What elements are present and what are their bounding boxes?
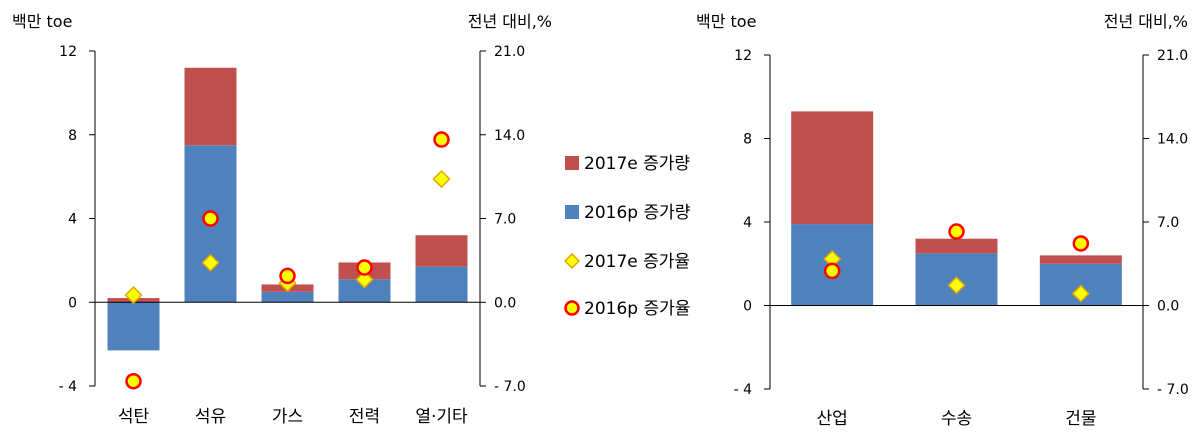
category-label: 가스 — [272, 407, 303, 427]
marker-2017e-rate-1 — [201, 253, 220, 272]
right-axis-unit: 전년 대비,% — [1104, 12, 1188, 31]
marker-2016p-rate-1 — [948, 223, 965, 240]
legend-swatch — [563, 252, 581, 270]
marker-2016p-rate-3 — [356, 259, 373, 276]
bar-2016p-0 — [107, 302, 160, 351]
bar-2017e-4 — [415, 235, 468, 267]
right-axis-tick-label: 21.0 — [494, 44, 525, 60]
marker-2017e-rate-2 — [1071, 284, 1090, 303]
left-axis-tick-label: 0 — [743, 299, 752, 315]
marker-2016p-rate-2 — [279, 267, 296, 285]
category-label: 석유 — [195, 407, 226, 427]
right-axis-tick-label: 0.0 — [1157, 299, 1179, 315]
legend: 2017e 증가량 2016p 증가량 2017e 증가율 2016p 증가율 — [563, 154, 691, 319]
left-axis-tick-label: - 4 — [734, 382, 753, 398]
marker-2016p-rate-0 — [125, 372, 142, 390]
left-axis-tick-label: 4 — [68, 212, 77, 228]
bar-2017e-1 — [915, 238, 998, 254]
bar-2017e-2 — [1039, 255, 1122, 264]
left-axis-tick-label: 8 — [68, 128, 77, 144]
right-axis-tick-label: - 7.0 — [494, 379, 526, 395]
right-axis-tick-label: 14.0 — [1157, 132, 1188, 148]
bar-2016p-4 — [415, 266, 468, 303]
marker-2016p-rate-2 — [1072, 235, 1090, 252]
right-axis-tick-label: 0.0 — [494, 295, 516, 311]
bar-2017e-0 — [791, 111, 874, 225]
bar-2016p-2 — [261, 291, 314, 303]
left-axis-tick-label: - 4 — [59, 379, 78, 395]
marker-2017e-rate-0 — [124, 286, 143, 305]
legend-swatch — [564, 300, 580, 316]
legend-label: 2017e 증가량 — [584, 154, 690, 174]
marker-2016p-rate-0 — [823, 262, 841, 280]
category-label: 전력 — [349, 407, 380, 427]
bar-2017e-1 — [184, 67, 237, 146]
legend-label: 2016p 증가량 — [584, 203, 691, 223]
category-label: 산업 — [817, 409, 848, 429]
right-axis-tick-label: - 7.0 — [1157, 382, 1189, 398]
category-label: 수송 — [941, 409, 972, 429]
legend-label: 2016p 증가율 — [584, 299, 690, 319]
category-label: 열·기타 — [415, 407, 468, 427]
chart-sector: 백만 toe 전년 대비,% - 4 0 4 8 12 - 7.0 0.0 7.0 14.0 21.0… — [696, 12, 1189, 429]
left-axis-unit: 백만 toe — [696, 12, 756, 31]
left-axis-tick-label: 12 — [734, 48, 752, 64]
left-axis-unit: 백만 toe — [12, 12, 72, 31]
category-label: 석탄 — [118, 407, 150, 427]
right-axis-unit: 전년 대비,% — [468, 12, 552, 31]
marker-2016p-rate-4 — [433, 131, 450, 148]
legend-label: 2017e 증가율 — [584, 252, 690, 272]
legend-swatch — [565, 156, 579, 170]
left-axis-tick-label: 8 — [743, 132, 752, 148]
marker-2017e-rate-3 — [355, 270, 374, 289]
category-label: 건물 — [1065, 409, 1096, 429]
marker-2016p-rate-1 — [202, 210, 219, 227]
marker-2017e-rate-1 — [947, 276, 966, 295]
right-axis-tick-label: 7.0 — [494, 212, 516, 228]
chart-energy-source: 백만 toe 전년 대비,% - 4 0 4 8 12 - 7.0 0.0 7.0 14.0 21.0… — [12, 12, 552, 427]
legend-swatch — [565, 205, 579, 219]
marker-2017e-rate-4 — [432, 169, 451, 189]
bar-2016p-3 — [338, 279, 391, 303]
right-axis-tick-label: 21.0 — [1157, 48, 1188, 64]
left-axis-tick-label: 0 — [68, 295, 77, 311]
right-axis-tick-label: 7.0 — [1157, 215, 1179, 231]
left-axis-tick-label: 4 — [743, 215, 752, 231]
left-axis-tick-label: 12 — [59, 44, 77, 60]
right-axis-tick-label: 14.0 — [494, 128, 525, 144]
